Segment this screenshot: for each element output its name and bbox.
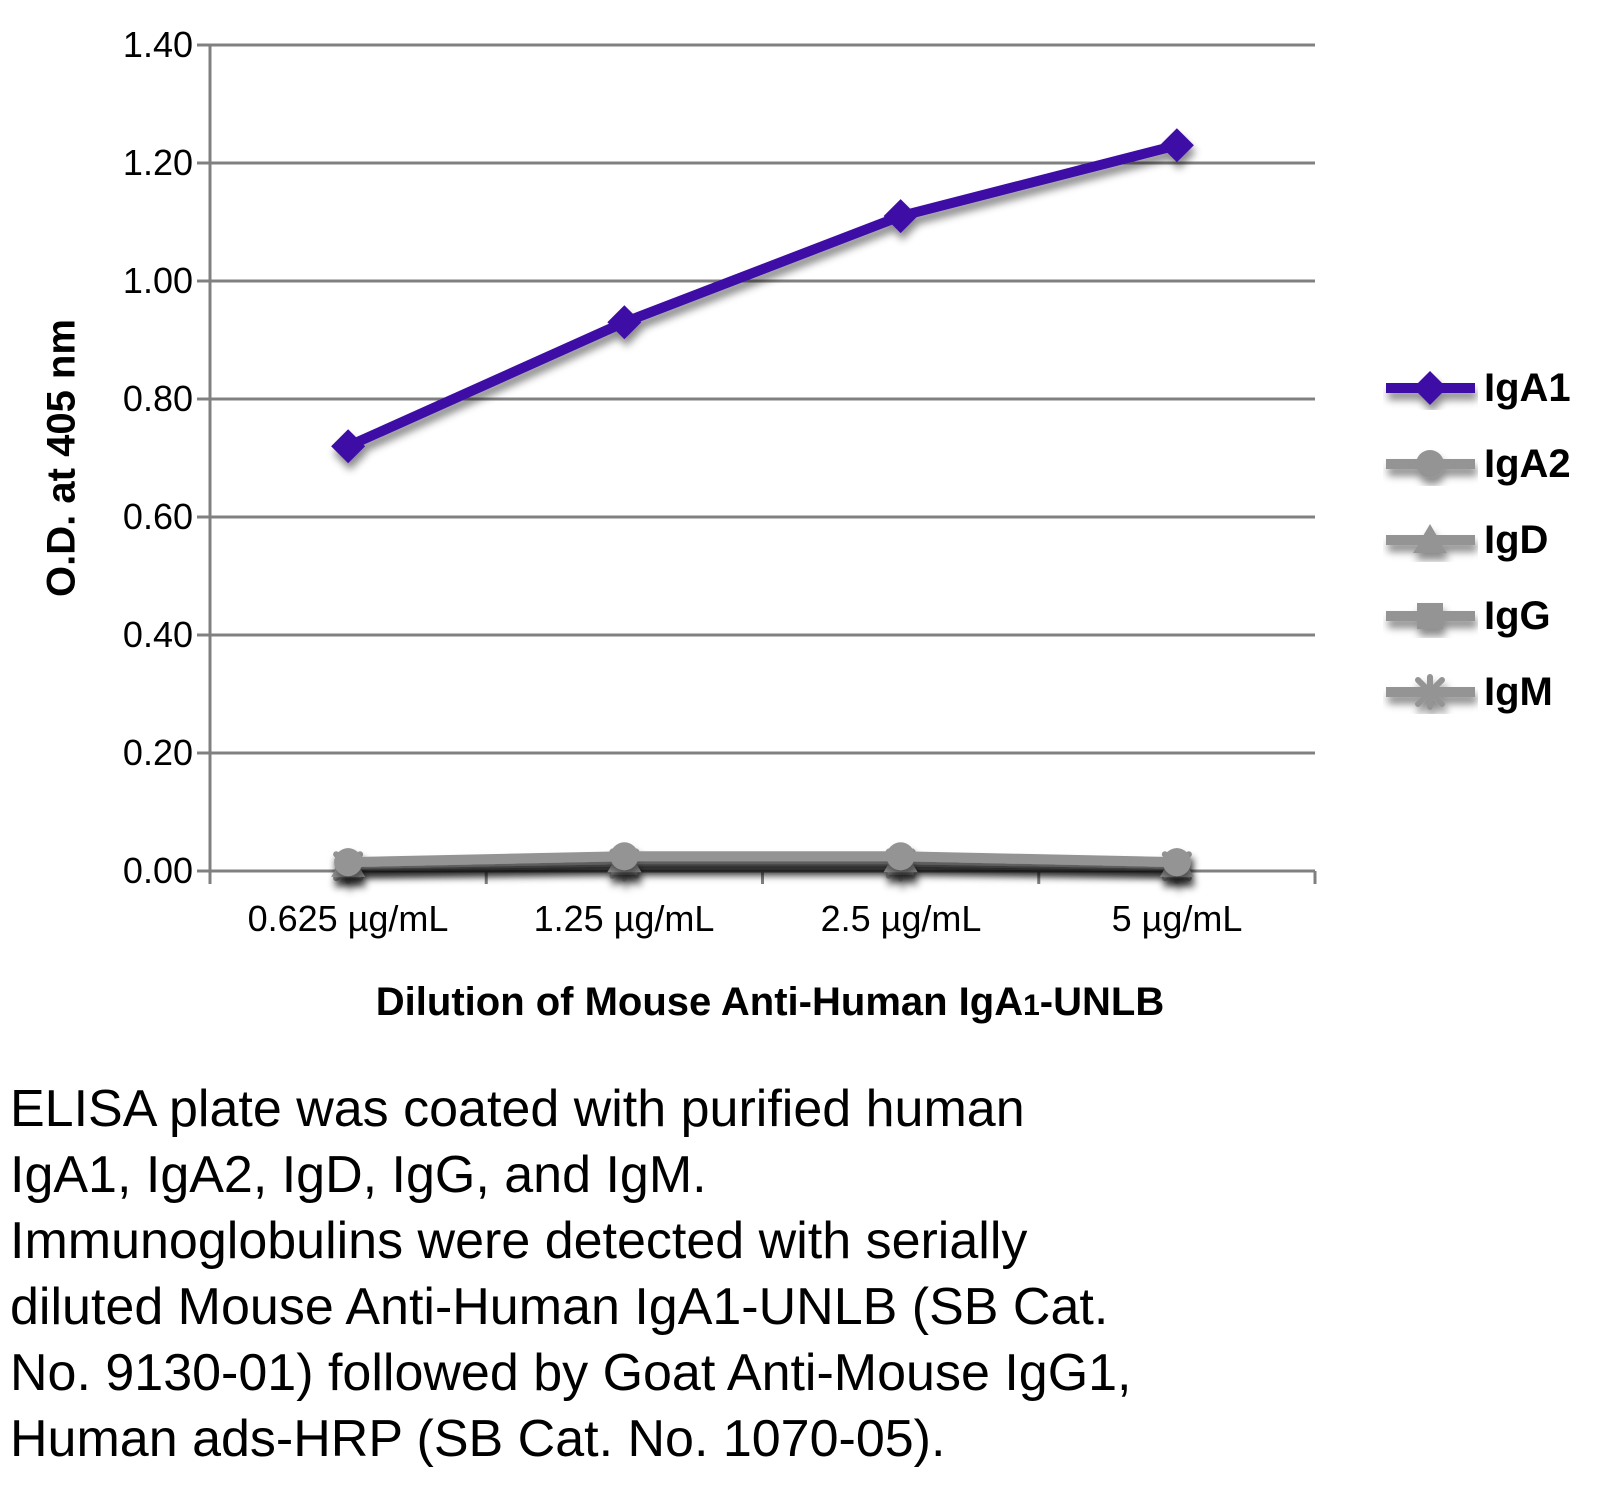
y-axis-title: O.D. at 405 nm — [39, 319, 84, 597]
y-tick-label: 1.00 — [122, 260, 193, 301]
caption-line: diluted Mouse Anti-Human IgA1-UNLB (SB C… — [10, 1278, 1109, 1336]
axes — [208, 45, 1317, 884]
legend-item-IgD: IgD — [1383, 502, 1571, 578]
y-tick-label: 0.80 — [122, 378, 193, 419]
legend-item-IgA2: IgA2 — [1383, 426, 1571, 502]
y-tick-label: 0.40 — [122, 614, 193, 655]
x-axis-title: Dilution of Mouse Anti-Human IgA1-UNLB — [210, 980, 1330, 1025]
legend-label: IgG — [1484, 594, 1551, 638]
caption-line: ELISA plate was coated with purified hum… — [10, 1080, 1025, 1138]
y-tick-label: 1.40 — [122, 24, 193, 65]
caption-line: No. 9130-01) followed by Goat Anti-Mouse… — [10, 1344, 1132, 1402]
x-category-label: 5 µg/mL — [1111, 898, 1243, 939]
x-category-label: 0.625 µg/mL — [247, 898, 449, 939]
caption: ELISA plate was coated with purified hum… — [10, 1076, 1590, 1472]
x-category-label: 2.5 µg/mL — [820, 898, 982, 939]
caption-line: Human ads-HRP (SB Cat. No. 1070-05). — [10, 1410, 946, 1468]
x-axis-title-pre: Dilution of Mouse Anti-Human IgA — [375, 980, 1024, 1024]
series-IgA1 — [331, 128, 1194, 464]
legend: IgA1 IgA2 IgD IgG IgM — [1383, 350, 1571, 730]
legend-label: IgA1 — [1484, 366, 1571, 410]
legend-label: IgA2 — [1484, 442, 1571, 486]
legend-item-IgG: IgG — [1383, 578, 1571, 654]
x-axis-title-subscript: 1 — [1023, 989, 1040, 1022]
x-axis-title-post: -UNLB — [1039, 980, 1165, 1024]
series-IgA2 — [334, 842, 1191, 877]
square-marker-icon — [1386, 603, 1475, 629]
caption-line: IgA1, IgA2, IgD, IgG, and IgM. — [10, 1146, 707, 1204]
legend-item-IgM: IgM — [1383, 654, 1571, 730]
caption-line: Immunoglobulins were detected with seria… — [10, 1212, 1028, 1270]
legend-item-IgA1: IgA1 — [1383, 350, 1571, 426]
y-tick-label: 0.20 — [122, 732, 193, 773]
legend-label: IgD — [1484, 518, 1549, 562]
y-tick-label: 0.00 — [122, 850, 193, 891]
legend-label: IgM — [1484, 670, 1553, 714]
y-tick-label: 0.60 — [122, 496, 193, 537]
diamond-marker-icon — [1386, 371, 1475, 405]
gridlines — [197, 43, 1315, 873]
x-category-label: 1.25 µg/mL — [533, 898, 715, 939]
triangle-marker-icon — [1386, 524, 1475, 553]
circle-marker-icon — [1386, 450, 1475, 478]
chart-plot — [197, 43, 1317, 885]
y-tick-label: 1.20 — [122, 142, 193, 183]
asterisk-marker-icon — [1386, 674, 1475, 710]
